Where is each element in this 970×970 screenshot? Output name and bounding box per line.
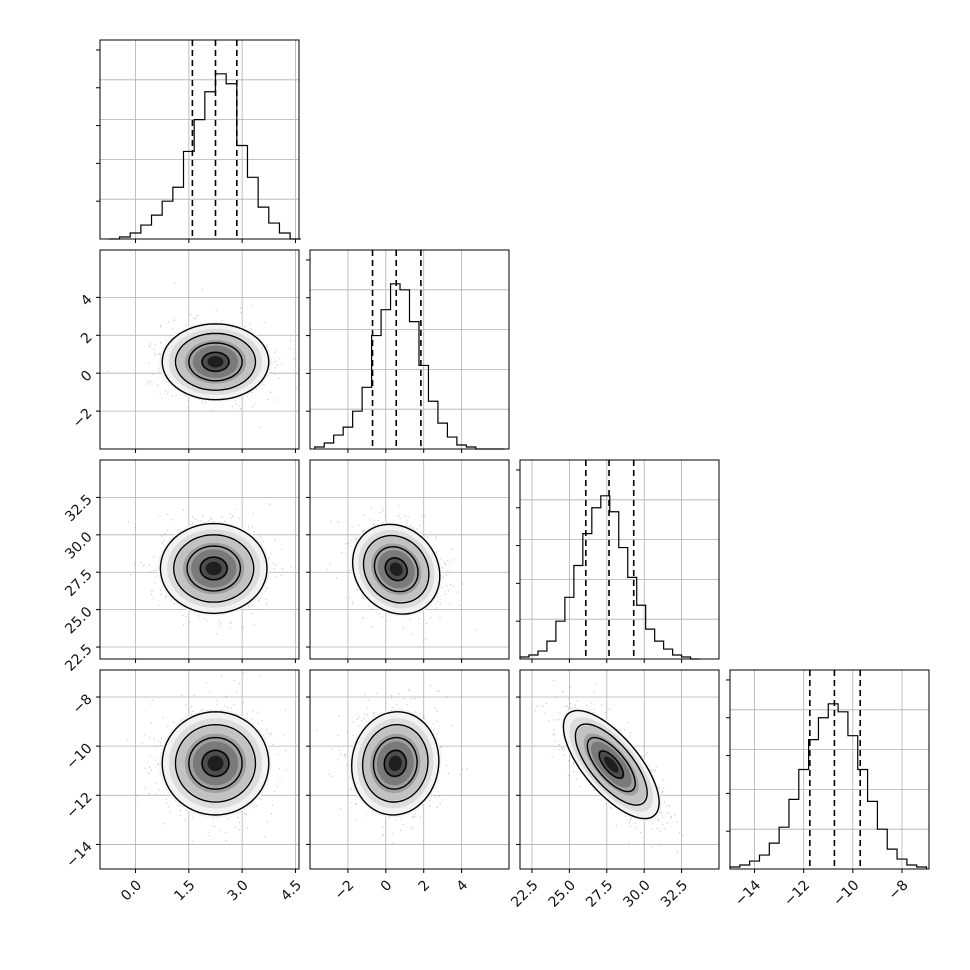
- y-tick-label-0: −2: [70, 405, 96, 431]
- contour-line-3: [598, 750, 624, 779]
- density-level-6: [388, 755, 402, 772]
- contour-line-2: [373, 546, 419, 593]
- panel-frame: [309, 669, 510, 870]
- pair-panel-1-2: [306, 459, 510, 663]
- panel-frame: [519, 669, 720, 870]
- hist-panel-1: [306, 249, 510, 453]
- x-tick-label-1: −12: [781, 877, 813, 909]
- x-tick-label-0: 22.5: [508, 877, 541, 910]
- contour-line-1: [362, 534, 430, 604]
- contour-line-2: [188, 736, 243, 790]
- y-tick-label-1: 0: [78, 368, 96, 386]
- panel-frame: [99, 459, 300, 660]
- x-tick-label-2: 2: [416, 877, 434, 895]
- contour-line-3: [384, 557, 408, 582]
- histogram-step: [314, 283, 505, 450]
- density-level-6: [604, 756, 619, 773]
- x-tick-label-0: −14: [732, 877, 764, 909]
- pair-panel-2-3: 22.5 25.0 27.5 30.0 32.5: [508, 669, 720, 911]
- contour-line-3: [201, 749, 230, 778]
- x-tick-label-4: 32.5: [658, 877, 691, 910]
- pair-panel-0-2: 22.5 25.0 27.5 30.0 32.5: [62, 459, 300, 675]
- y-tick-label-3: 4: [78, 292, 96, 310]
- contour-line-1: [174, 723, 257, 803]
- contour-line-0: [161, 323, 270, 401]
- y-tick-label-2: 2: [78, 330, 96, 348]
- contour-line-1: [361, 724, 429, 803]
- panel-frame: [519, 459, 720, 660]
- contour-line-0: [562, 709, 660, 820]
- x-tick-label-3: −8: [886, 877, 912, 903]
- hist-panel-0: [96, 39, 301, 243]
- density-level-6: [205, 561, 222, 576]
- y-tick-label-2: −10: [63, 741, 95, 773]
- y-tick-label-0: 22.5: [62, 641, 95, 674]
- contour-line-1: [574, 723, 648, 806]
- contour-line-3: [201, 351, 230, 373]
- contour-line-0: [161, 711, 270, 816]
- histogram-step: [729, 703, 928, 869]
- pair-panel-0-1: −2 0 2 4: [70, 249, 300, 453]
- density-level-6: [207, 356, 224, 368]
- x-tick-label-1: 1.5: [171, 877, 198, 904]
- y-tick-label-3: −8: [70, 691, 96, 717]
- x-tick-label-3: 4: [454, 877, 472, 895]
- x-tick-label-2: 27.5: [583, 877, 616, 910]
- panel-frame: [99, 669, 300, 870]
- contour-line-0: [159, 522, 268, 615]
- y-tick-label-2: 27.5: [62, 567, 95, 600]
- x-tick-label-1: 25.0: [546, 877, 579, 910]
- panel-frame: [309, 459, 510, 660]
- contour-line-0: [351, 523, 441, 615]
- contour-line-2: [188, 342, 243, 382]
- density-level-6: [207, 755, 224, 772]
- x-tick-label-2: −10: [830, 877, 862, 909]
- x-tick-label-0: 0.0: [118, 877, 145, 904]
- density-level-6: [389, 562, 403, 576]
- y-tick-label-3: 30.0: [62, 529, 95, 562]
- x-tick-label-0: −2: [332, 877, 358, 903]
- scatter-points: [316, 684, 468, 844]
- pair-panel-0-3: 0.0 1.5 3.0 4.5 −14 −12 −10 −8: [63, 669, 305, 904]
- y-tick-label-1: −12: [63, 790, 95, 822]
- contour-line-2: [372, 736, 418, 790]
- hist-panel-3: −14 −12 −10 −8: [726, 669, 930, 910]
- x-tick-label-2: 3.0: [225, 877, 252, 904]
- y-tick-label-1: 25.0: [62, 604, 95, 637]
- histogram-step: [108, 73, 301, 240]
- panel-frame: [309, 249, 510, 450]
- panel-frame: [729, 669, 930, 870]
- contour-line-0: [350, 711, 440, 816]
- contour-line-2: [586, 736, 636, 793]
- contour-line-3: [383, 749, 407, 777]
- contour-line-1: [174, 332, 257, 391]
- y-tick-label-0: −14: [63, 839, 95, 871]
- y-tick-label-4: 32.5: [62, 492, 95, 525]
- x-tick-label-3: 4.5: [278, 877, 305, 904]
- hist-panel-2: [516, 459, 720, 663]
- panel-frame: [99, 39, 300, 240]
- contour-line-2: [186, 545, 242, 592]
- panel-frame: [99, 249, 300, 450]
- scatter-points: [126, 672, 287, 842]
- contour-line-3: [199, 556, 228, 581]
- x-tick-label-1: 0: [378, 877, 396, 895]
- contour-line-1: [172, 534, 255, 603]
- x-tick-label-3: 30.0: [620, 877, 653, 910]
- pair-panel-1-3: −2 0 2 4: [306, 669, 510, 903]
